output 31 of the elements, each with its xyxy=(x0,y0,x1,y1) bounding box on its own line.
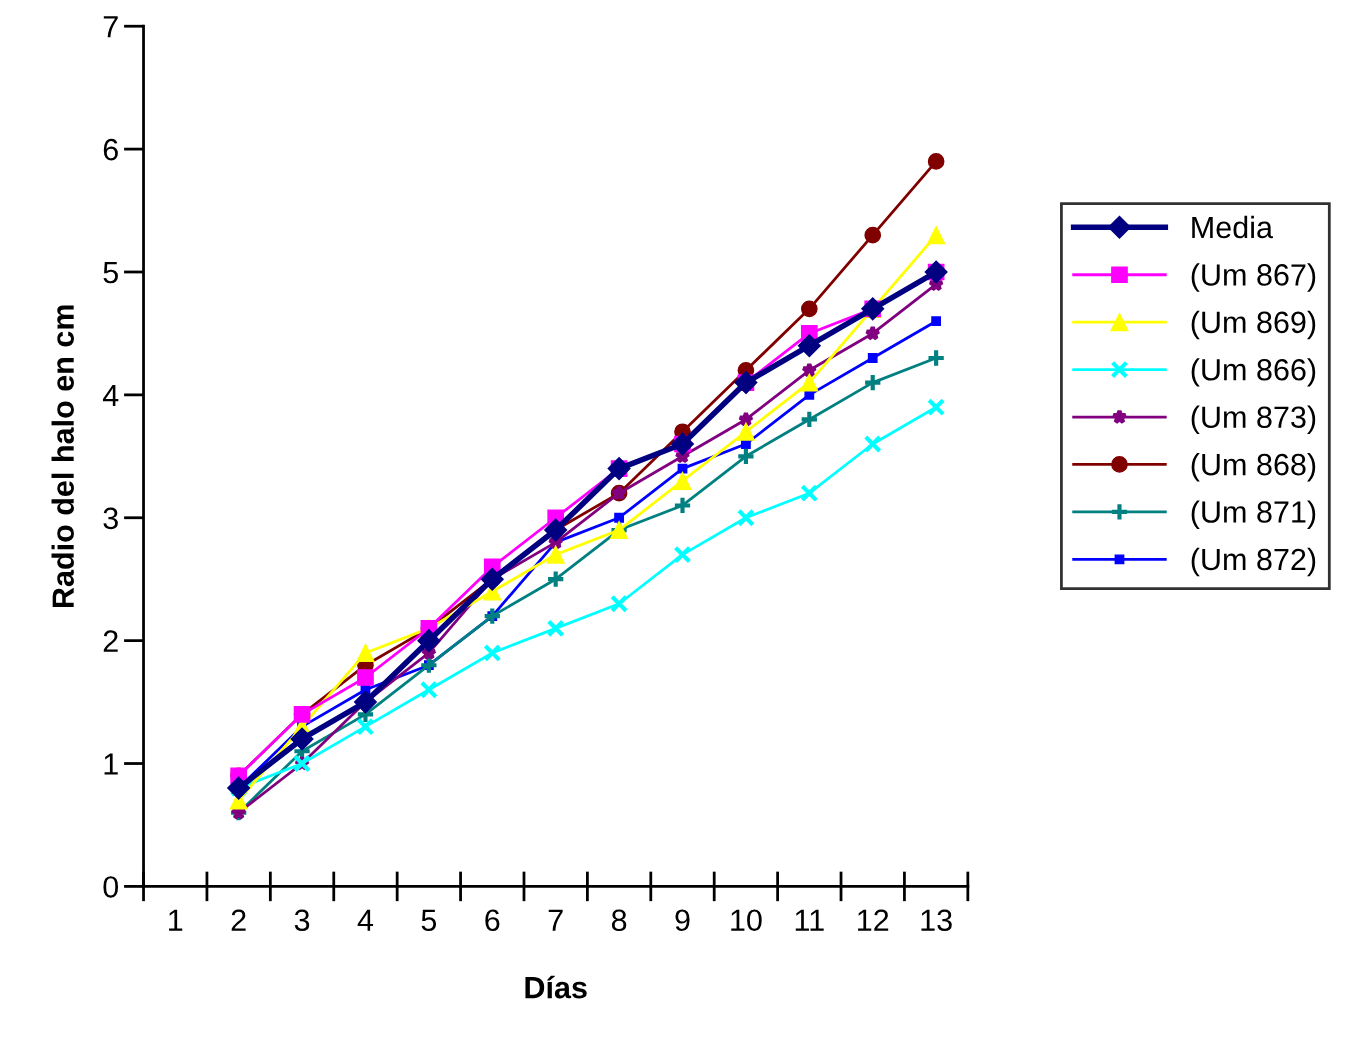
x-tick-label: 4 xyxy=(357,909,374,931)
x-tick-label: 11 xyxy=(795,909,824,931)
y-tick-label: 3 xyxy=(103,507,118,530)
x-tick-label: 10 xyxy=(731,909,762,932)
y-axis-title: Radio del halo en cm xyxy=(51,305,74,608)
legend-label: (Um 872) xyxy=(1191,547,1316,577)
x-tick-label: 8 xyxy=(611,909,627,932)
legend-label: (Um 871) xyxy=(1191,500,1316,529)
legend-label: Media xyxy=(1192,215,1273,239)
legend-label: (Um 869) xyxy=(1191,310,1316,340)
x-tick-label: 3 xyxy=(294,909,310,932)
y-tick-label: 5 xyxy=(103,262,118,284)
x-tick-label: 13 xyxy=(921,909,952,932)
legend-label: (Um 873) xyxy=(1191,405,1316,435)
y-tick-label: 6 xyxy=(103,138,118,161)
x-tick-label: 2 xyxy=(231,909,246,931)
x-tick-label: 12 xyxy=(858,909,889,931)
y-tick-label: 4 xyxy=(102,384,119,406)
legend-label: (Um 866) xyxy=(1191,358,1316,387)
y-tick-label: 0 xyxy=(103,876,119,898)
x-axis-title: Días xyxy=(525,975,587,999)
x-tick-label: 5 xyxy=(421,909,437,932)
legend-label: (Um 868) xyxy=(1191,453,1316,482)
x-tick-label: 6 xyxy=(485,909,500,932)
x-tick-label: 9 xyxy=(675,909,690,932)
y-tick-label: 2 xyxy=(103,630,118,652)
x-tick-label: 1 xyxy=(169,909,183,931)
y-tick-label: 7 xyxy=(103,16,118,38)
x-tick-label: 7 xyxy=(548,909,563,931)
legend-label: (Um 867) xyxy=(1191,263,1316,292)
y-tick-label: 1 xyxy=(104,753,118,775)
